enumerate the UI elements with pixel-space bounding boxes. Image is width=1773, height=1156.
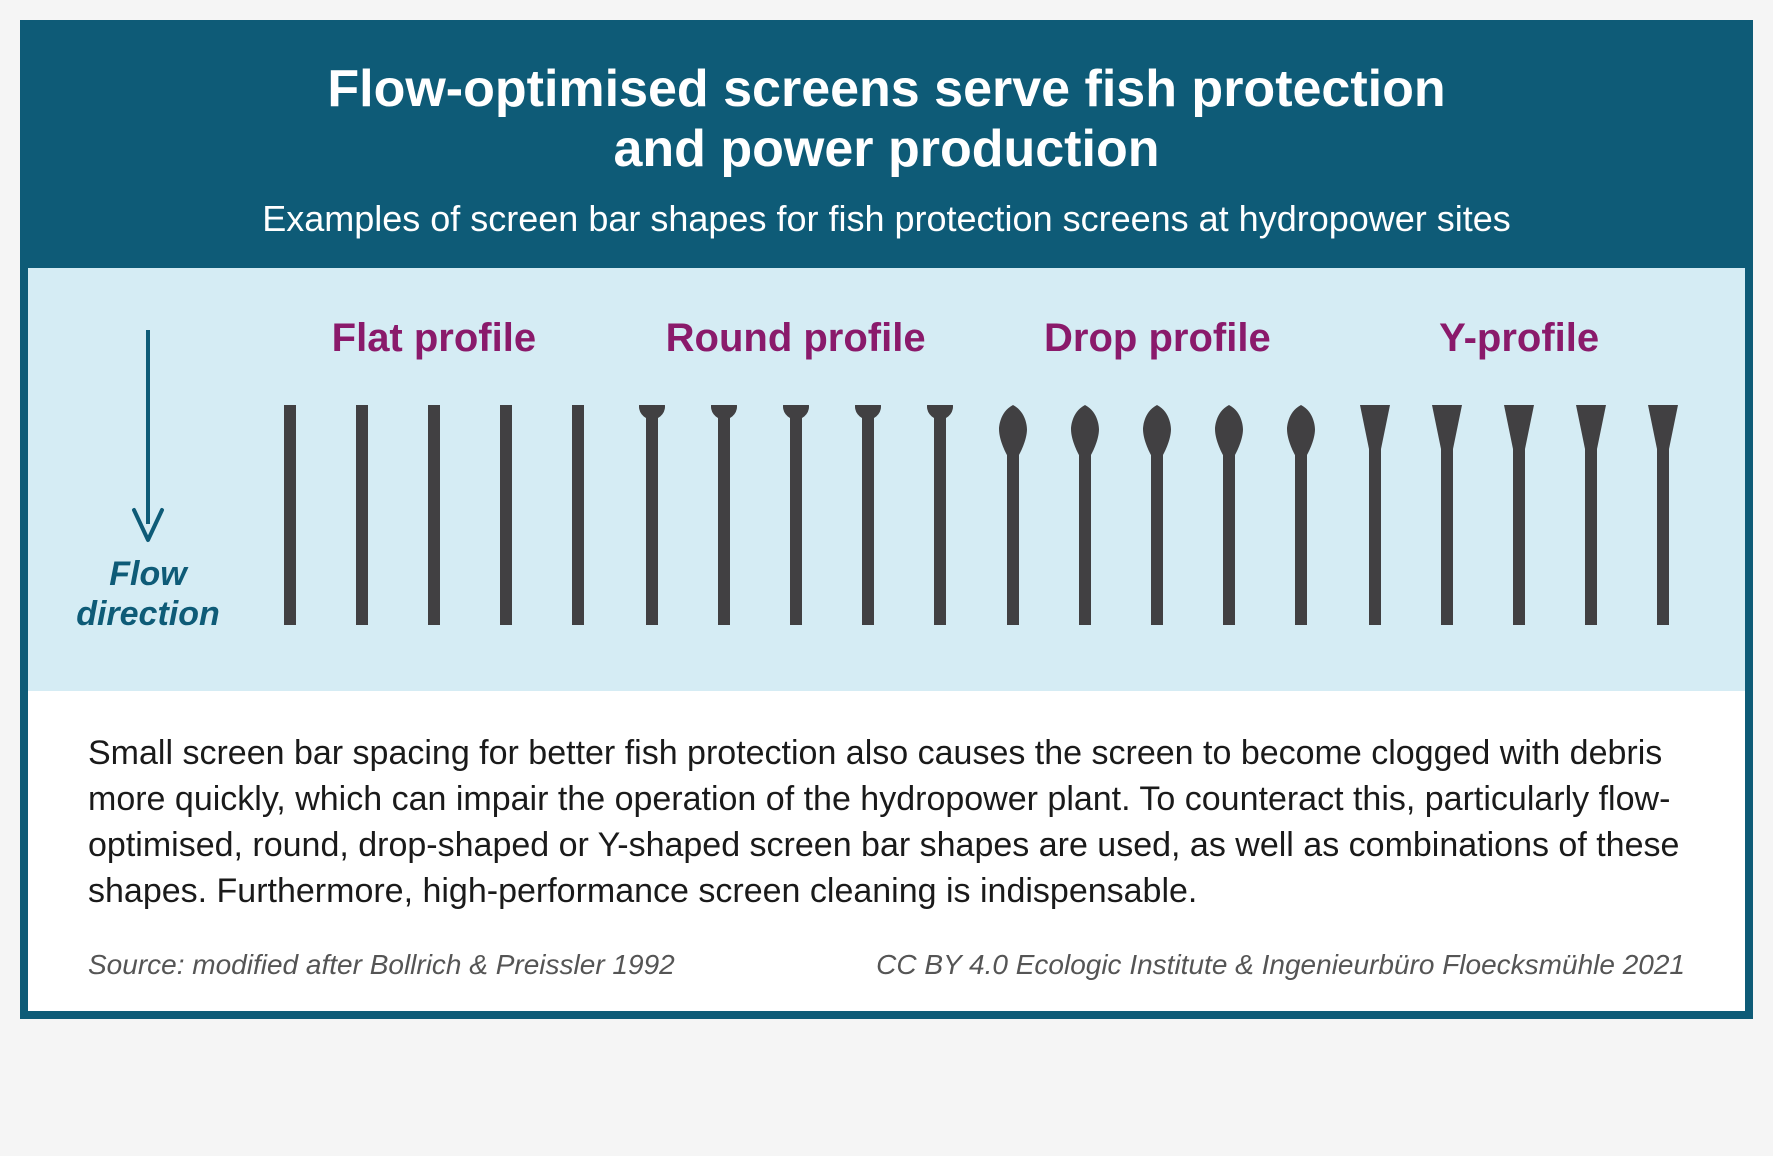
- bar-flat-icon: [419, 405, 449, 625]
- infographic-card: Flow-optimised screens serve fish protec…: [20, 20, 1753, 1019]
- bars-round: [637, 405, 955, 625]
- bar-drop-icon: [1214, 405, 1244, 625]
- bar-y-icon: [1360, 405, 1390, 625]
- bar-drop-icon: [1142, 405, 1172, 625]
- profile-title-drop: Drop profile: [1044, 316, 1271, 361]
- profile-title-y: Y-profile: [1439, 316, 1599, 361]
- bar-round-icon: [637, 405, 667, 625]
- profile-round: Round profile: [630, 316, 962, 636]
- flow-label-line-1: Flow: [109, 555, 186, 593]
- body-text: Small screen bar spacing for better fish…: [28, 691, 1745, 923]
- bar-flat-icon: [491, 405, 521, 625]
- bars-y: [1360, 405, 1678, 625]
- profiles-row: Flat profile Round profile Drop profile Y-p…: [268, 316, 1685, 636]
- profile-title-round: Round profile: [666, 316, 926, 361]
- bars-flat: [275, 405, 593, 625]
- bar-drop-icon: [998, 405, 1028, 625]
- flow-direction-label: Flow direction: [76, 554, 220, 636]
- bar-y-icon: [1504, 405, 1534, 625]
- bar-y-icon: [1432, 405, 1462, 625]
- bar-round-icon: [925, 405, 955, 625]
- profile-title-flat: Flat profile: [332, 316, 536, 361]
- bar-flat-icon: [347, 405, 377, 625]
- diagram-area: Flow direction Flat profile Round profile…: [28, 268, 1745, 692]
- bar-flat-icon: [275, 405, 305, 625]
- footer-source: Source: modified after Bollrich & Preiss…: [88, 949, 675, 981]
- title-line-1: Flow-optimised screens serve fish protec…: [327, 60, 1445, 118]
- bar-y-icon: [1576, 405, 1606, 625]
- bars-drop: [998, 405, 1316, 625]
- bar-flat-icon: [563, 405, 593, 625]
- flow-arrow-icon: [130, 326, 166, 546]
- bar-drop-icon: [1286, 405, 1316, 625]
- header: Flow-optimised screens serve fish protec…: [28, 28, 1745, 268]
- footer: Source: modified after Bollrich & Preiss…: [28, 923, 1745, 1011]
- profile-flat: Flat profile: [268, 316, 600, 636]
- bar-y-icon: [1648, 405, 1678, 625]
- bar-round-icon: [709, 405, 739, 625]
- profile-y: Y-profile: [1353, 316, 1685, 636]
- page-subtitle: Examples of screen bar shapes for fish p…: [68, 198, 1705, 240]
- bar-round-icon: [781, 405, 811, 625]
- flow-direction-column: Flow direction: [58, 316, 238, 636]
- page-title: Flow-optimised screens serve fish protec…: [68, 60, 1705, 180]
- bar-round-icon: [853, 405, 883, 625]
- title-line-2: and power production: [614, 120, 1160, 178]
- footer-license: CC BY 4.0 Ecologic Institute & Ingenieur…: [876, 949, 1685, 981]
- bar-drop-icon: [1070, 405, 1100, 625]
- flow-label-line-2: direction: [76, 595, 220, 633]
- profile-drop: Drop profile: [992, 316, 1324, 636]
